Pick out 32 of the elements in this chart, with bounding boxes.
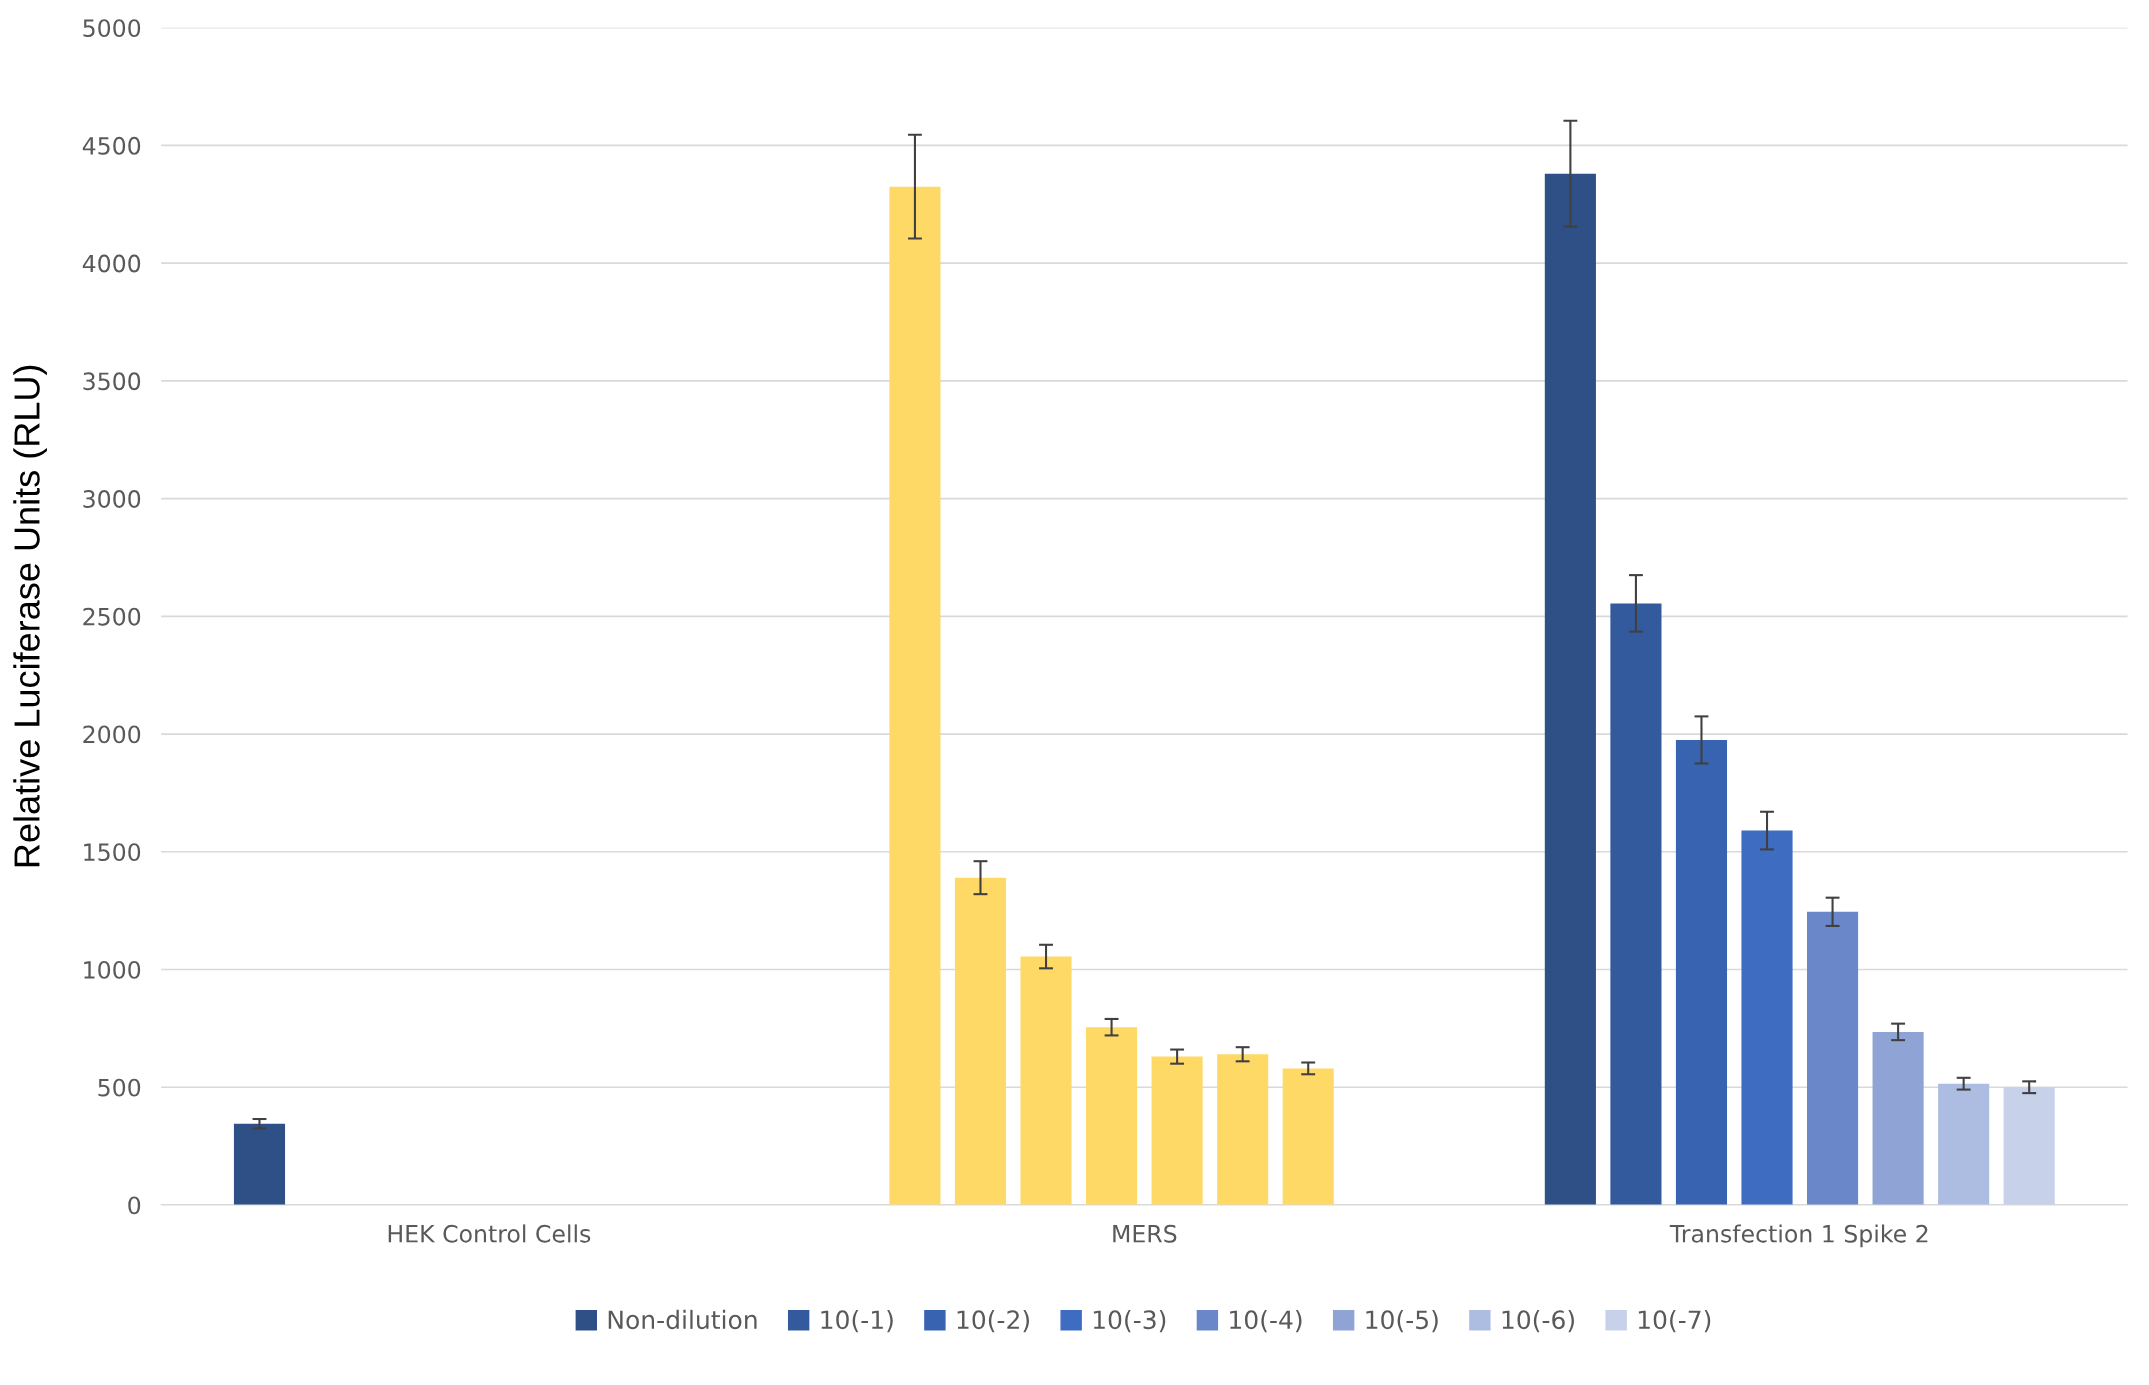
legend-label: 10(-1) [821,1309,893,1333]
y-tick-label: 5000 [83,19,141,38]
y-tick-label: 4500 [82,136,141,155]
legend-label: 10(-4) [1230,1309,1302,1333]
x-tick-label: MERS [1113,1224,1177,1243]
y-tick-label: 4000 [82,254,141,273]
y-tick-label: 1500 [84,843,141,862]
y-tick-label: 2500 [83,607,141,626]
bar [1675,739,1728,1205]
bar [1741,830,1793,1205]
legend-label: 10(-6) [1502,1309,1574,1333]
bar [1938,1083,1990,1205]
y-tick-label: 500 [98,1078,141,1097]
bar [233,1123,286,1205]
y-tick-label: 2000 [83,725,141,744]
x-tick-label: HEK Control Cells [388,1224,591,1243]
y-axis-title: Relative Luciferase Units (RLU) [13,365,47,867]
bar [1807,911,1859,1205]
legend-label: 10(-2) [957,1309,1029,1333]
legend-label: 10(-3) [1093,1309,1166,1333]
bar [1610,603,1662,1205]
bar [1872,1031,1924,1205]
y-tick-label: 3000 [83,490,141,508]
y-tick-label: 1000 [84,960,141,979]
bar [1544,173,1596,1205]
legend-label: 10(-5) [1366,1309,1438,1333]
bar [2003,1087,2055,1205]
legend-label: 10(-7) [1638,1309,1711,1333]
legend-label: Non-dilution [608,1309,757,1330]
y-tick-label: 3500 [83,372,141,391]
y-tick-label: 0 [128,1196,141,1215]
x-tick-label: Transfection 1 Spike 2 [1669,1224,1928,1248]
